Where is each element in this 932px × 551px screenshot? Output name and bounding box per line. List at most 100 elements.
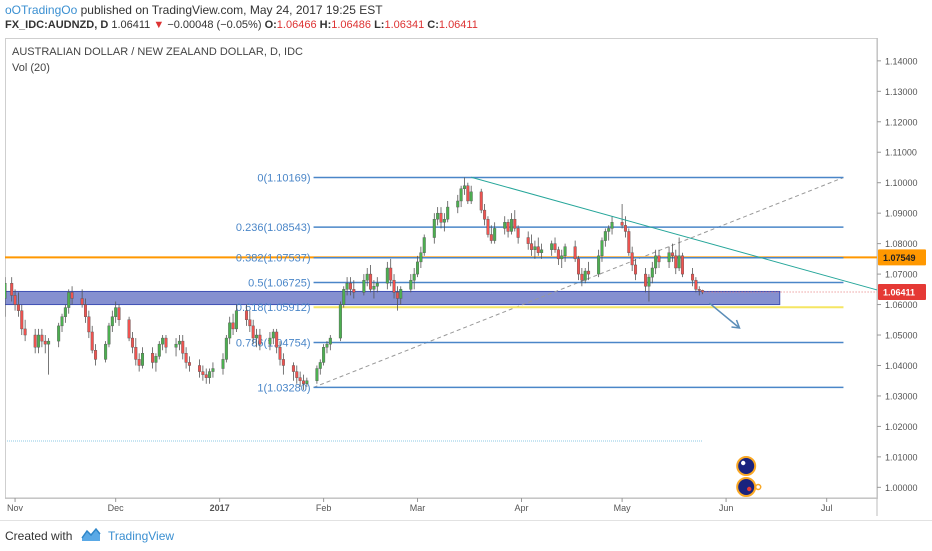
x-tick-label: Nov bbox=[7, 503, 24, 513]
candle-body bbox=[540, 249, 544, 253]
candle-body bbox=[536, 246, 540, 253]
candle-body bbox=[607, 228, 611, 232]
candle-body bbox=[348, 283, 352, 290]
candle-body bbox=[94, 350, 98, 360]
new-zealand-flag-icon bbox=[736, 477, 762, 497]
candle-body bbox=[644, 273, 648, 287]
publish-line: oOTradingOo published on TradingView.com… bbox=[5, 3, 383, 17]
candle-body bbox=[295, 371, 299, 378]
price-chart[interactable]: AUSTRALIAN DOLLAR / NEW ZEALAND DOLLAR, … bbox=[3, 38, 927, 516]
fib-level-label: 0(1.10169) bbox=[257, 173, 310, 185]
candle-body bbox=[278, 347, 282, 360]
candle-body bbox=[174, 343, 178, 348]
close-value: 1.06411 bbox=[438, 19, 478, 31]
candle-body bbox=[328, 337, 332, 345]
low-value: 1.06341 bbox=[384, 19, 425, 31]
candle-body bbox=[486, 219, 490, 235]
candle-body bbox=[231, 322, 235, 330]
candle-body bbox=[603, 231, 607, 241]
candle-body bbox=[37, 334, 41, 348]
candle-body bbox=[204, 374, 208, 378]
candle-body bbox=[318, 362, 322, 369]
candle-body bbox=[657, 255, 661, 263]
flag-circle bbox=[736, 477, 757, 497]
candle-body bbox=[385, 267, 389, 284]
candle-body bbox=[16, 304, 20, 311]
created-with-text: Created with bbox=[5, 529, 73, 543]
candle-body bbox=[345, 283, 349, 290]
candle-body bbox=[419, 252, 423, 263]
candle-body bbox=[503, 222, 507, 229]
candle-body bbox=[691, 273, 695, 281]
high-value: 1.06486 bbox=[331, 19, 371, 31]
candle-body bbox=[446, 206, 450, 220]
flag-circle bbox=[736, 456, 757, 476]
volume-label: Vol (20) bbox=[12, 62, 50, 74]
candle-body bbox=[630, 252, 634, 266]
candle-body bbox=[13, 295, 17, 305]
fib-level-label: 0.5(1.06725) bbox=[248, 277, 310, 289]
fib-level-label: 0.382(1.07537) bbox=[236, 253, 311, 265]
x-tick-label: Apr bbox=[514, 503, 528, 513]
candle-body bbox=[550, 243, 554, 250]
candle-body bbox=[208, 371, 212, 378]
y-tick-label: 1.02000 bbox=[885, 422, 918, 432]
tradingview-logo-icon[interactable] bbox=[80, 526, 102, 544]
y-tick-label: 1.00000 bbox=[885, 483, 918, 493]
candle-body bbox=[20, 310, 24, 330]
candle-body bbox=[157, 343, 161, 357]
x-tick-label: Mar bbox=[410, 503, 426, 513]
symbol-name: FX_IDC:AUDNZD, D bbox=[5, 19, 109, 31]
candle-body bbox=[506, 222, 510, 232]
last-price: 1.06411 bbox=[111, 19, 151, 31]
candle-body bbox=[110, 316, 114, 327]
tradingview-brand[interactable]: TradingView bbox=[108, 529, 175, 543]
x-tick-label: Dec bbox=[108, 503, 125, 513]
candle-body bbox=[211, 368, 215, 372]
candle-body bbox=[87, 316, 91, 333]
candle-body bbox=[325, 343, 329, 348]
candle-body bbox=[70, 292, 74, 299]
candle-body bbox=[462, 185, 466, 189]
candle-body bbox=[83, 304, 87, 317]
candle-body bbox=[623, 225, 627, 232]
y-tick-label: 1.14000 bbox=[885, 56, 918, 66]
candle-body bbox=[533, 246, 537, 250]
candle-body bbox=[587, 270, 591, 275]
candle-body bbox=[436, 212, 440, 220]
candle-body bbox=[654, 255, 658, 269]
candle-body bbox=[3, 283, 7, 299]
candle-body bbox=[677, 255, 681, 269]
publisher-link[interactable]: oOTradingOo bbox=[5, 3, 78, 17]
candle-body bbox=[275, 331, 279, 348]
candle-body bbox=[667, 252, 671, 263]
flag-star bbox=[747, 486, 752, 492]
chart-area[interactable]: AUSTRALIAN DOLLAR / NEW ZEALAND DOLLAR, … bbox=[3, 38, 927, 516]
candle-body bbox=[439, 212, 443, 223]
chart-title: AUSTRALIAN DOLLAR / NEW ZEALAND DOLLAR, … bbox=[12, 46, 303, 58]
open-label: O: bbox=[264, 19, 277, 31]
fib-level-label: 1(1.03280) bbox=[257, 382, 310, 394]
candle-body bbox=[130, 337, 134, 348]
low-label: L: bbox=[374, 19, 385, 31]
candle-body bbox=[509, 219, 513, 232]
candle-body bbox=[647, 276, 651, 287]
candle-body bbox=[674, 255, 678, 269]
candle-body bbox=[164, 337, 168, 348]
candle-body bbox=[600, 240, 604, 257]
candle-body bbox=[513, 219, 517, 229]
y-tick-label: 1.10000 bbox=[885, 178, 918, 188]
candle-body bbox=[395, 292, 399, 299]
candle-body bbox=[107, 325, 111, 345]
open-value: 1.06466 bbox=[276, 19, 317, 31]
price-change: −0.00048 (−0.05%) bbox=[167, 19, 262, 31]
y-tick-label: 1.08000 bbox=[885, 239, 918, 249]
candle-body bbox=[650, 267, 654, 278]
candle-body bbox=[526, 237, 530, 244]
candle-body bbox=[560, 255, 564, 260]
candle-body bbox=[697, 289, 701, 291]
candle-body bbox=[184, 353, 188, 363]
y-tick-label: 1.06000 bbox=[885, 300, 918, 310]
x-tick-label: Jul bbox=[821, 503, 833, 513]
candle-body bbox=[416, 261, 420, 275]
